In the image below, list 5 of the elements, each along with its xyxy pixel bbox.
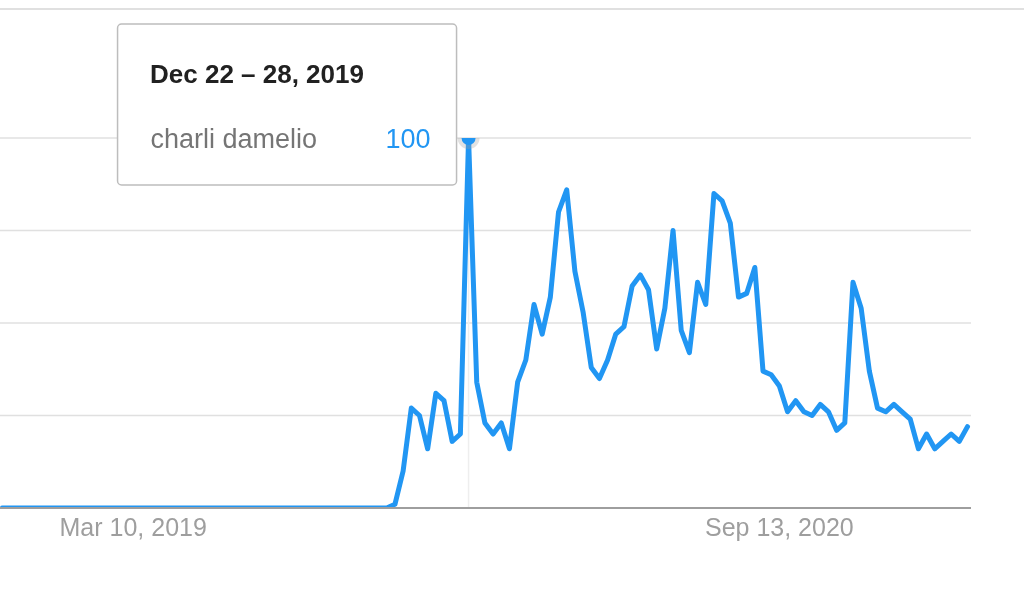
text: Dec 22 – 28, 2019 [150,59,364,89]
x-tick-label: Sep 13, 2020 [705,512,854,541]
x-tick-label: Mar 10, 2019 [59,512,207,541]
text: charli damelio [150,124,318,154]
data-label: 100 [385,124,431,154]
